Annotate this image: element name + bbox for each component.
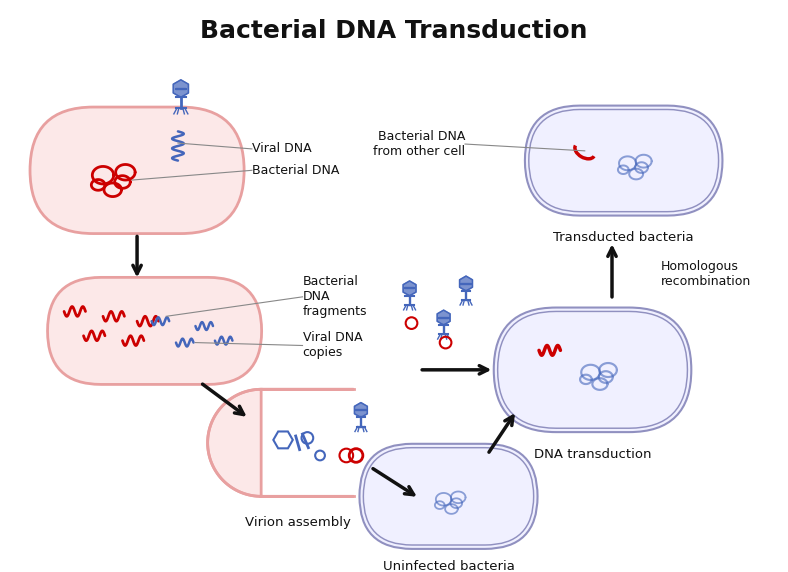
Polygon shape <box>355 403 367 418</box>
FancyBboxPatch shape <box>525 106 723 216</box>
Text: Virion assembly: Virion assembly <box>245 516 351 529</box>
FancyBboxPatch shape <box>494 308 691 432</box>
Text: Homologous
recombination: Homologous recombination <box>660 260 751 288</box>
Polygon shape <box>459 276 473 291</box>
Text: Viral DNA
copies: Viral DNA copies <box>303 332 362 359</box>
Polygon shape <box>403 281 416 296</box>
FancyBboxPatch shape <box>359 444 537 549</box>
FancyBboxPatch shape <box>30 107 244 233</box>
Text: Bacterial DNA Transduction: Bacterial DNA Transduction <box>200 19 588 43</box>
Text: DNA transduction: DNA transduction <box>533 448 652 460</box>
Polygon shape <box>207 390 354 496</box>
Polygon shape <box>437 310 450 325</box>
Text: Bacterial DNA: Bacterial DNA <box>252 164 340 177</box>
Text: Bacterial DNA
from other cell: Bacterial DNA from other cell <box>373 130 465 158</box>
Text: Bacterial
DNA
fragments: Bacterial DNA fragments <box>303 275 367 319</box>
Text: Uninfected bacteria: Uninfected bacteria <box>382 559 515 572</box>
Polygon shape <box>173 80 188 97</box>
FancyBboxPatch shape <box>47 277 262 384</box>
Text: Transducted bacteria: Transducted bacteria <box>553 231 694 244</box>
Text: Viral DNA: Viral DNA <box>252 142 311 156</box>
